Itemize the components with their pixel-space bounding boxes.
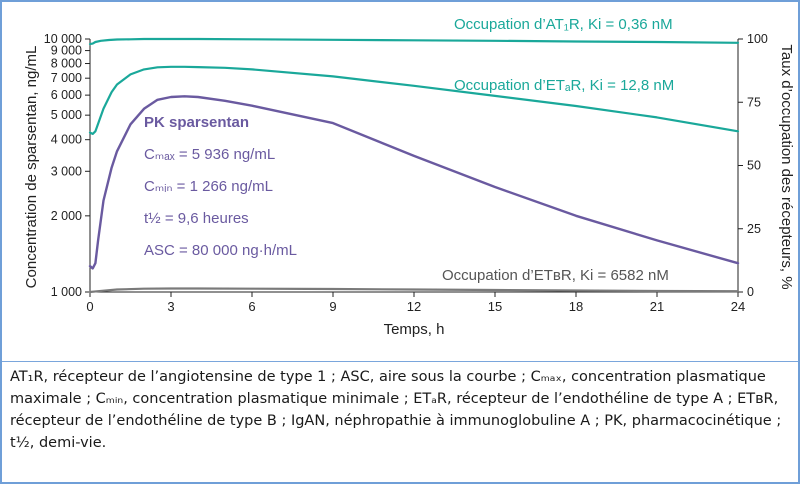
left-tick-label-2: 3 000	[51, 164, 82, 178]
left-y-axis-label: Concentration de sparsentan, ng/mL	[23, 46, 40, 289]
left-tick-label-5: 6 000	[51, 88, 82, 102]
cmin-label: Cₘᵢₙ = 1 266 ng/mL	[144, 178, 273, 195]
right-tick-label-0: 0	[747, 285, 754, 299]
at1r-occupancy-line	[88, 37, 740, 46]
right-tick-label-4: 100	[747, 32, 768, 46]
right-y-axis-label: Taux d’occupation des récepteurs, %	[778, 44, 795, 289]
x-tick-label-4: 12	[407, 299, 421, 314]
etbr-occupancy-line	[88, 287, 740, 294]
right-tick-label-3: 75	[747, 95, 761, 109]
pk-title: PK sparsentan	[144, 114, 249, 131]
at1r-label: Occupation d’AT₁R, Ki = 0,36 nM	[454, 16, 673, 33]
right-y-ticks: 0 25 50 75 100	[738, 32, 768, 299]
left-tick-label-7: 8 000	[51, 57, 82, 71]
x-tick-label-0: 0	[86, 299, 93, 314]
caption-divider	[2, 361, 798, 362]
x-tick-label-2: 6	[248, 299, 255, 314]
asc-label: ASC = 80 000 ng·h/mL	[144, 242, 297, 259]
thalf-label: t½ = 9,6 heures	[144, 210, 249, 227]
etbr-label: Occupation d’ETʙR, Ki = 6582 nM	[442, 267, 669, 284]
left-tick-label-0: 1 000	[51, 285, 82, 299]
pk-concentration-line	[88, 95, 740, 270]
etar-label: Occupation d’ETₐR, Ki = 12,8 nM	[454, 77, 674, 94]
figure-caption: AT₁R, récepteur de l’angiotensine de typ…	[2, 361, 798, 454]
x-tick-label-7: 21	[650, 299, 664, 314]
left-tick-label-3: 4 000	[51, 133, 82, 147]
x-tick-label-5: 15	[488, 299, 502, 314]
cmax-label: Cₘₐₓ = 5 936 ng/mL	[144, 146, 275, 163]
x-ticks: 0 3 6 9 12 15 18 21 24	[86, 292, 745, 314]
x-tick-label-1: 3	[167, 299, 174, 314]
left-tick-label-1: 2 000	[51, 209, 82, 223]
right-tick-label-1: 25	[747, 222, 761, 236]
right-tick-label-2: 50	[747, 159, 761, 173]
x-tick-label-8: 24	[731, 299, 745, 314]
x-tick-label-3: 9	[329, 299, 336, 314]
etar-occupancy-line	[88, 65, 740, 135]
pk-occupancy-chart: 0 3 6 9 12 15 18 21 24 1 000 2 000 3 000 4 000 5 000…	[23, 16, 795, 338]
left-tick-label-6: 7 000	[51, 71, 82, 85]
left-tick-label-9: 10 000	[44, 32, 82, 46]
x-axis-label: Temps, h	[384, 321, 445, 338]
x-tick-label-6: 18	[569, 299, 583, 314]
left-tick-label-8: 9 000	[51, 44, 82, 58]
caption-text: AT₁R, récepteur de l’angiotensine de typ…	[10, 369, 782, 451]
series-lines	[88, 37, 740, 294]
left-tick-label-4: 5 000	[51, 108, 82, 122]
